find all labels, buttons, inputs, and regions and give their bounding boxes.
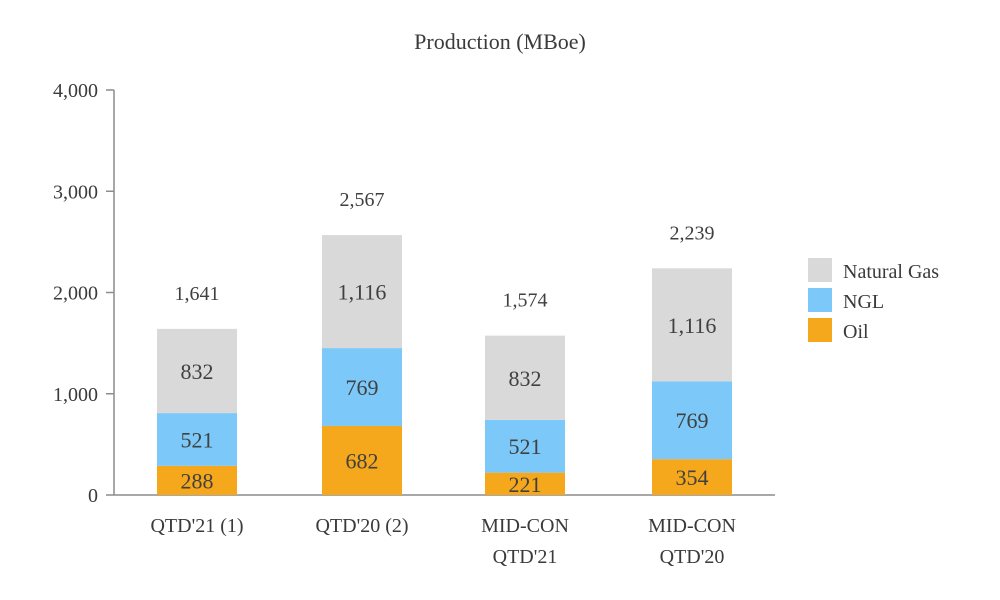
bar-segment-oil bbox=[652, 459, 732, 495]
data-label: 682 bbox=[346, 448, 379, 473]
y-tick-label: 1,000 bbox=[53, 384, 98, 406]
bar-segment-ngl bbox=[652, 381, 732, 460]
bars: 288 521 832 1,641 QTD'21 (1) 682 769 1,116 2,567… bbox=[150, 189, 735, 568]
data-label: 221 bbox=[509, 472, 542, 497]
data-label: 832 bbox=[509, 366, 542, 391]
bar-segment-ngl bbox=[157, 413, 237, 466]
legend-label: NGL bbox=[843, 291, 884, 313]
y-tick-label: 4,000 bbox=[53, 80, 98, 102]
bar-segment-natural-gas bbox=[485, 335, 565, 420]
y-tick-label: 0 bbox=[88, 485, 98, 507]
chart-title: Production (MBoe) bbox=[414, 29, 586, 54]
total-label: 2,567 bbox=[340, 189, 385, 211]
bar-segment-ngl bbox=[322, 348, 402, 426]
y-tick-label: 2,000 bbox=[53, 283, 98, 305]
data-label: 832 bbox=[181, 359, 214, 384]
legend-swatch bbox=[808, 258, 832, 282]
data-label: 1,116 bbox=[338, 280, 387, 305]
y-tick-label: 3,000 bbox=[53, 181, 98, 203]
legend-label: Natural Gas bbox=[843, 261, 939, 283]
data-label: 769 bbox=[346, 375, 379, 400]
bar-segment-natural-gas bbox=[157, 328, 237, 414]
bar-segment-oil bbox=[157, 465, 237, 495]
legend-swatch bbox=[808, 288, 832, 312]
x-tick-label: QTD'21 (1) bbox=[150, 515, 243, 537]
legend-swatch bbox=[808, 318, 832, 342]
data-label: 1,116 bbox=[668, 313, 717, 338]
x-tick-label: MID-CON bbox=[648, 515, 736, 537]
x-tick-label: MID-CON bbox=[481, 515, 569, 537]
x-tick-label: QTD'21 bbox=[493, 546, 558, 568]
total-label: 1,641 bbox=[175, 283, 220, 305]
data-label: 769 bbox=[676, 408, 709, 433]
bar-group: 682 769 1,116 2,567 QTD'20 (2) bbox=[315, 189, 408, 537]
bar-group: 288 521 832 1,641 QTD'21 (1) bbox=[150, 283, 243, 537]
data-label: 521 bbox=[181, 427, 214, 452]
bar-segment-natural-gas bbox=[322, 235, 402, 349]
bar-group: 354 769 1,116 2,239 MID-CON QTD'20 bbox=[648, 222, 736, 568]
legend-label: Oil bbox=[843, 321, 869, 343]
bar-segment-natural-gas bbox=[652, 268, 732, 382]
total-label: 1,574 bbox=[503, 290, 548, 312]
data-label: 521 bbox=[509, 434, 542, 459]
axes: 0 1,000 2,000 3,000 4,000 bbox=[53, 80, 775, 507]
data-label: 288 bbox=[181, 468, 214, 493]
x-tick-label: QTD'20 (2) bbox=[315, 515, 408, 537]
data-label: 354 bbox=[676, 465, 709, 490]
bar-group: 221 521 832 1,574 MID-CON QTD'21 bbox=[481, 290, 569, 568]
total-label: 2,239 bbox=[670, 222, 715, 244]
bar-segment-ngl bbox=[485, 419, 565, 473]
bar-segment-oil bbox=[322, 425, 402, 495]
legend: Natural Gas NGL Oil bbox=[808, 258, 939, 343]
bar-segment-oil bbox=[485, 472, 565, 495]
x-tick-label: QTD'20 bbox=[660, 546, 725, 568]
